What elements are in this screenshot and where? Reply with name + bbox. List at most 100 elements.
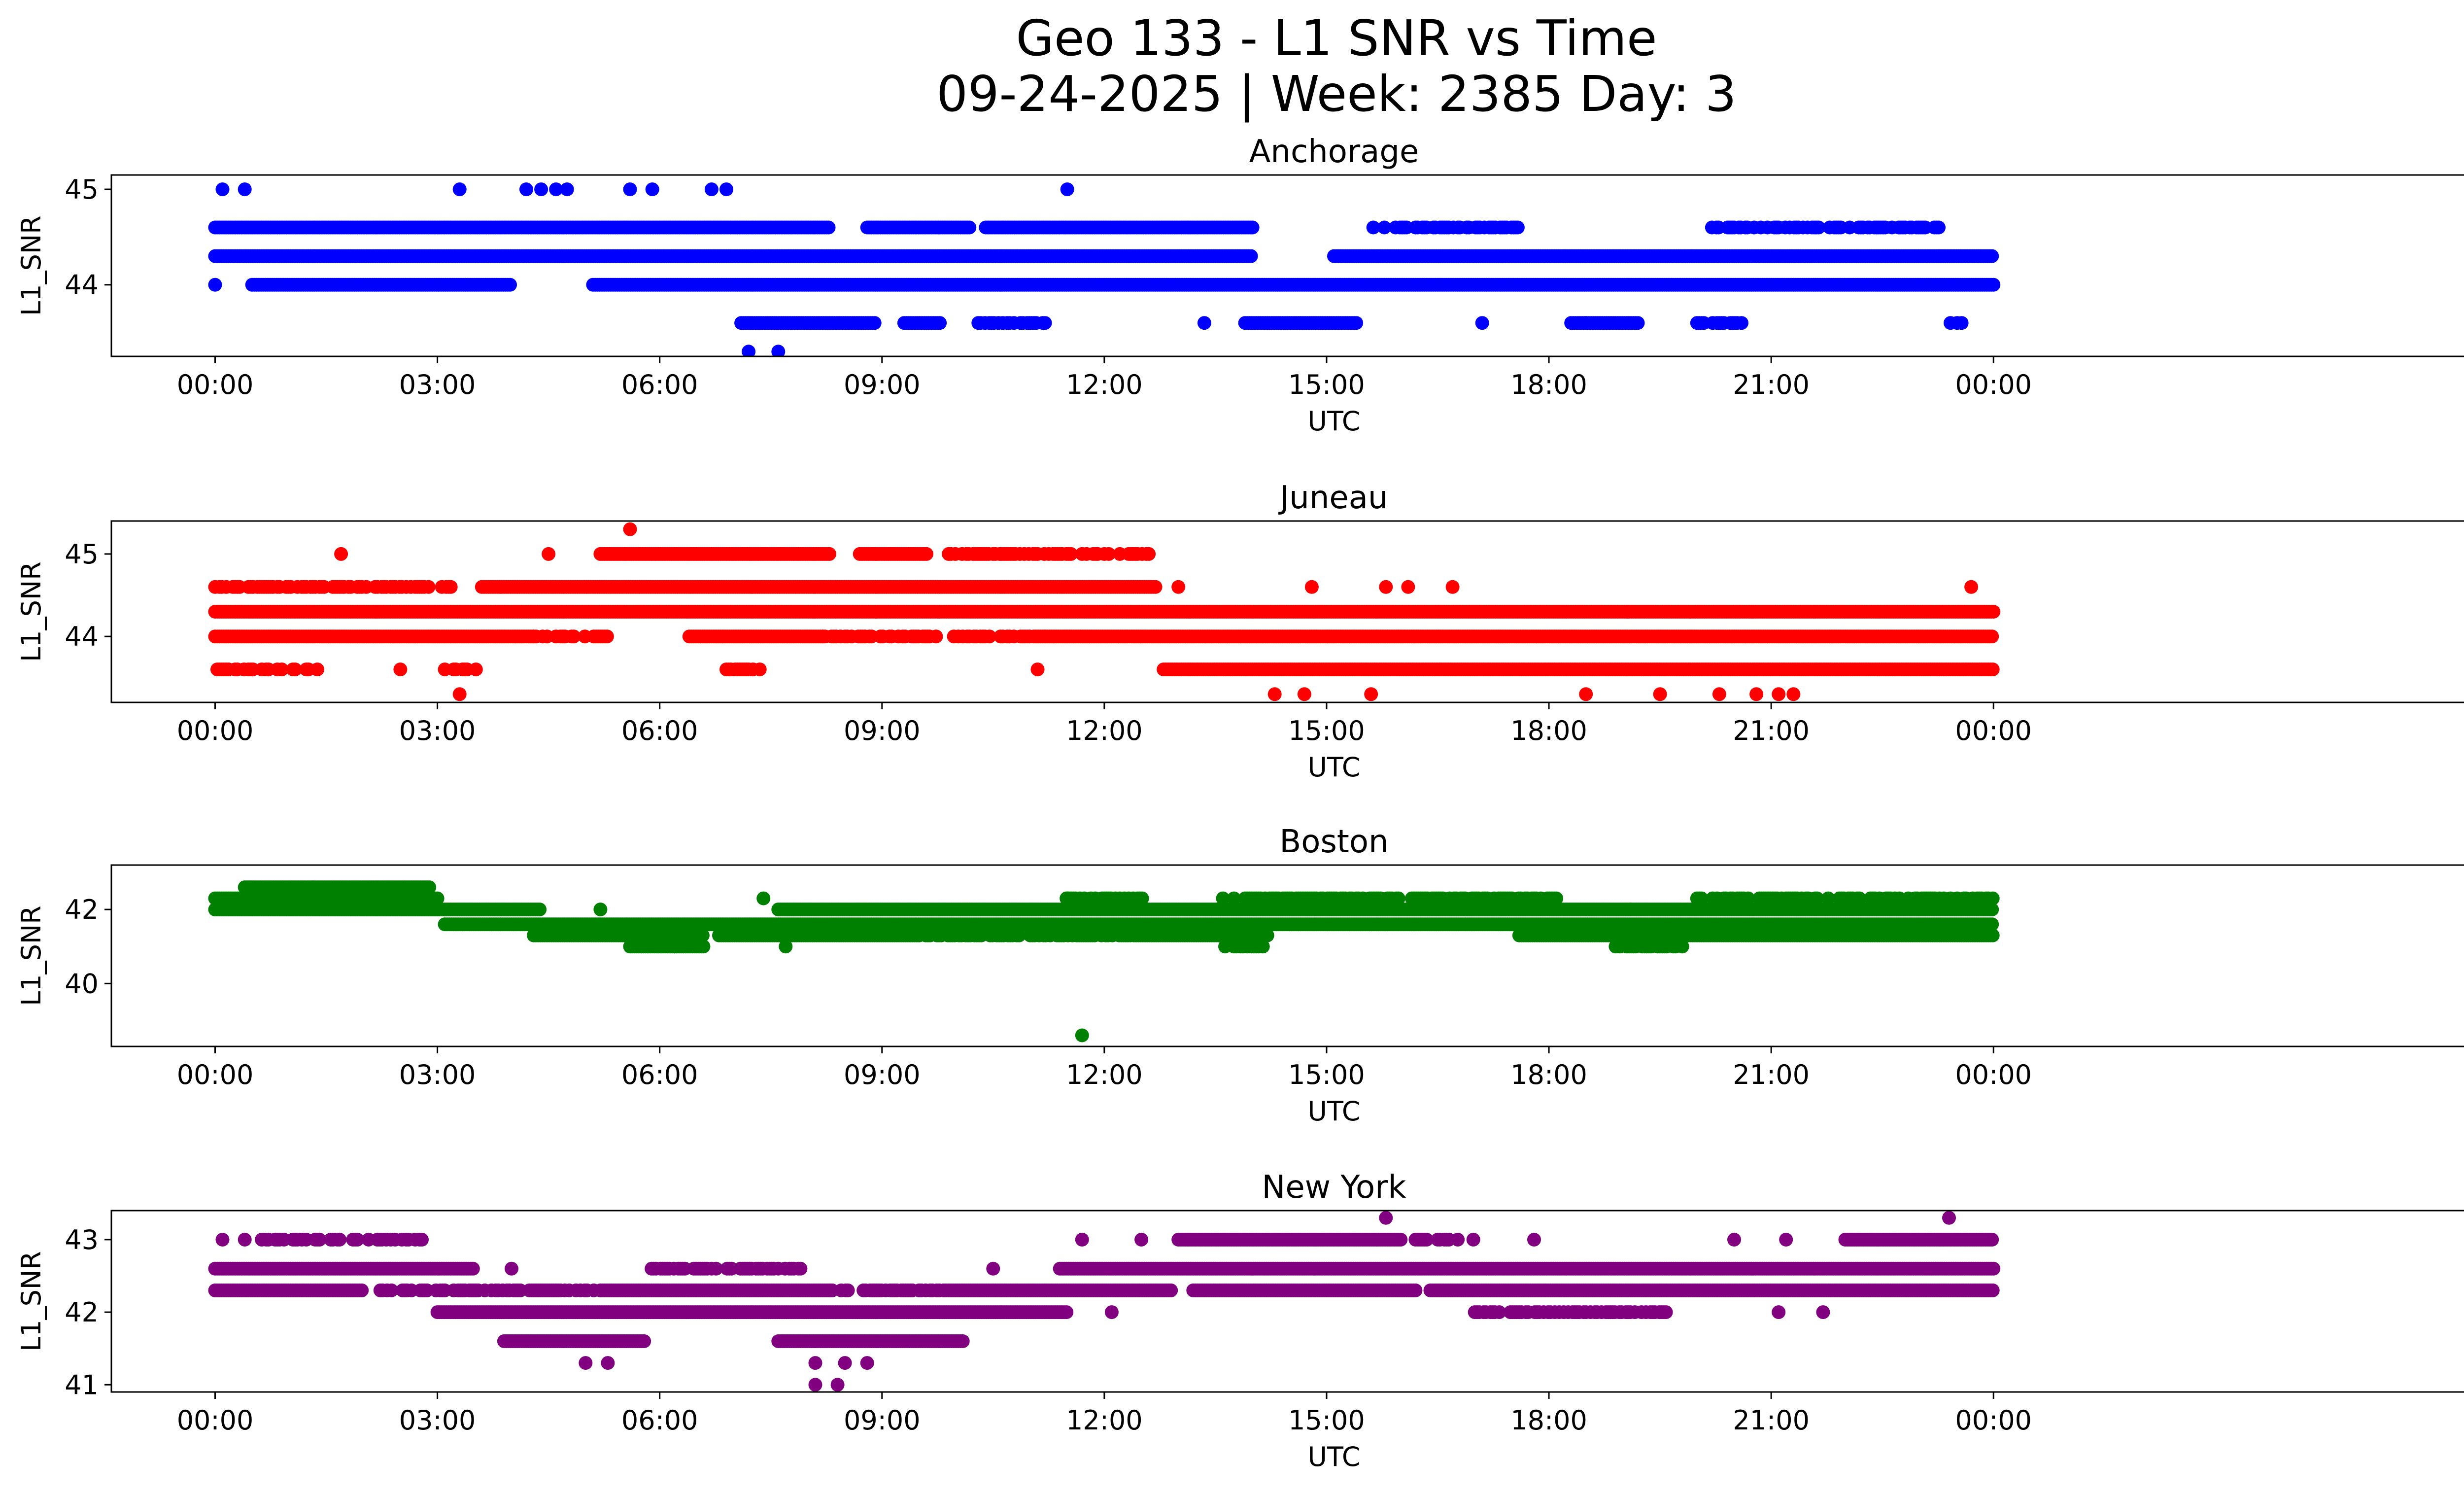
data-point [1060, 182, 1074, 197]
x-tick-label: 00:00 [1955, 715, 2032, 746]
data-point [962, 220, 977, 235]
x-tick-label: 18:00 [1510, 715, 1587, 746]
data-point [1510, 220, 1525, 235]
data-point [1985, 249, 1999, 263]
data-point [533, 903, 547, 917]
data-point [1349, 316, 1364, 330]
y-tick-label: 44 [65, 270, 99, 301]
data-point [1932, 220, 1946, 235]
x-axis-label: UTC [1307, 406, 1360, 437]
data-point [821, 220, 836, 235]
data-point [469, 662, 483, 677]
data-point [1712, 687, 1726, 701]
data-point [623, 182, 637, 197]
data-point [503, 278, 517, 292]
data-point [310, 662, 324, 677]
x-tick-label: 12:00 [1066, 369, 1143, 400]
data-point [1038, 316, 1052, 330]
data-point [920, 547, 933, 561]
data-point [1445, 580, 1460, 594]
data-point [1735, 316, 1748, 330]
data-point [560, 182, 574, 197]
data-point [1366, 220, 1380, 235]
x-tick-label: 00:00 [177, 369, 254, 400]
data-point [623, 522, 637, 536]
data-point [753, 662, 767, 677]
data-point [1631, 316, 1645, 330]
x-tick-label: 12:00 [1066, 715, 1143, 746]
data-point [1267, 687, 1282, 701]
data-point [822, 547, 836, 561]
data-point [867, 316, 882, 330]
y-tick-label: 45 [65, 174, 99, 205]
data-point [1986, 605, 2001, 619]
data-point [645, 182, 659, 197]
x-tick-label: 03:00 [399, 369, 476, 400]
y-axis-label: L1_SNR [16, 561, 47, 662]
data-point [421, 580, 436, 594]
data-point [444, 580, 458, 594]
x-tick-label: 00:00 [177, 715, 254, 746]
data-point [1377, 220, 1392, 235]
x-tick-label: 21:00 [1733, 715, 1810, 746]
data-point [288, 662, 302, 677]
data-point [1171, 580, 1186, 594]
data-point [1653, 687, 1667, 701]
data-point [1749, 687, 1764, 701]
data-point [1142, 547, 1156, 561]
data-point [982, 629, 996, 644]
data-point [452, 182, 467, 197]
data-point [1038, 629, 1052, 644]
data-point [933, 316, 947, 330]
data-point [1985, 662, 2000, 677]
data-point [534, 182, 548, 197]
data-point [1401, 580, 1415, 594]
axes-frame [110, 520, 2464, 703]
subplot-title: Anchorage [1249, 134, 1419, 170]
data-point [704, 182, 719, 197]
x-tick-label: 15:00 [1288, 715, 1365, 746]
series-points [208, 522, 2001, 701]
data-point [1101, 547, 1116, 561]
data-point [1245, 220, 1260, 235]
data-point [215, 182, 230, 197]
data-point [334, 547, 348, 561]
x-tick-label: 06:00 [621, 715, 698, 746]
data-point [742, 345, 756, 356]
x-tick-label: 00:00 [1955, 369, 2032, 400]
data-point [1985, 629, 1999, 644]
x-tick-label: 18:00 [1510, 369, 1587, 400]
x-axis-label: UTC [1307, 752, 1360, 783]
data-point [393, 662, 408, 677]
axes-frame [110, 174, 2464, 357]
subplot-panels: Anchorage 00:00 03:00 06:00 09:00 12:00 15:00 1… [16, 134, 2464, 1472]
data-point [1579, 687, 1593, 701]
data-point [1244, 249, 1258, 263]
data-point [1148, 580, 1163, 594]
data-point [1197, 316, 1211, 330]
y-axis-label: L1_SNR [16, 215, 47, 316]
data-point [549, 182, 563, 197]
figure-title: Geo 133 - L1 SNR vs Time [1016, 9, 1657, 67]
data-point [542, 547, 556, 561]
data-point [519, 182, 533, 197]
data-point [1579, 316, 1593, 330]
x-tick-label: 03:00 [399, 715, 476, 746]
data-point [567, 629, 581, 644]
data-point [1064, 547, 1078, 561]
data-point [208, 278, 222, 292]
data-point [1954, 316, 1969, 330]
x-tick-label: 09:00 [844, 715, 921, 746]
data-point [1379, 580, 1393, 594]
x-tick-label: 21:00 [1733, 369, 1810, 400]
x-tick-label: 09:00 [844, 369, 921, 400]
data-point [1812, 220, 1826, 235]
data-point [452, 687, 467, 701]
data-point [238, 182, 252, 197]
data-point [1297, 687, 1311, 701]
data-point [1986, 278, 2001, 292]
data-point [1964, 580, 1979, 594]
data-point [600, 629, 614, 644]
